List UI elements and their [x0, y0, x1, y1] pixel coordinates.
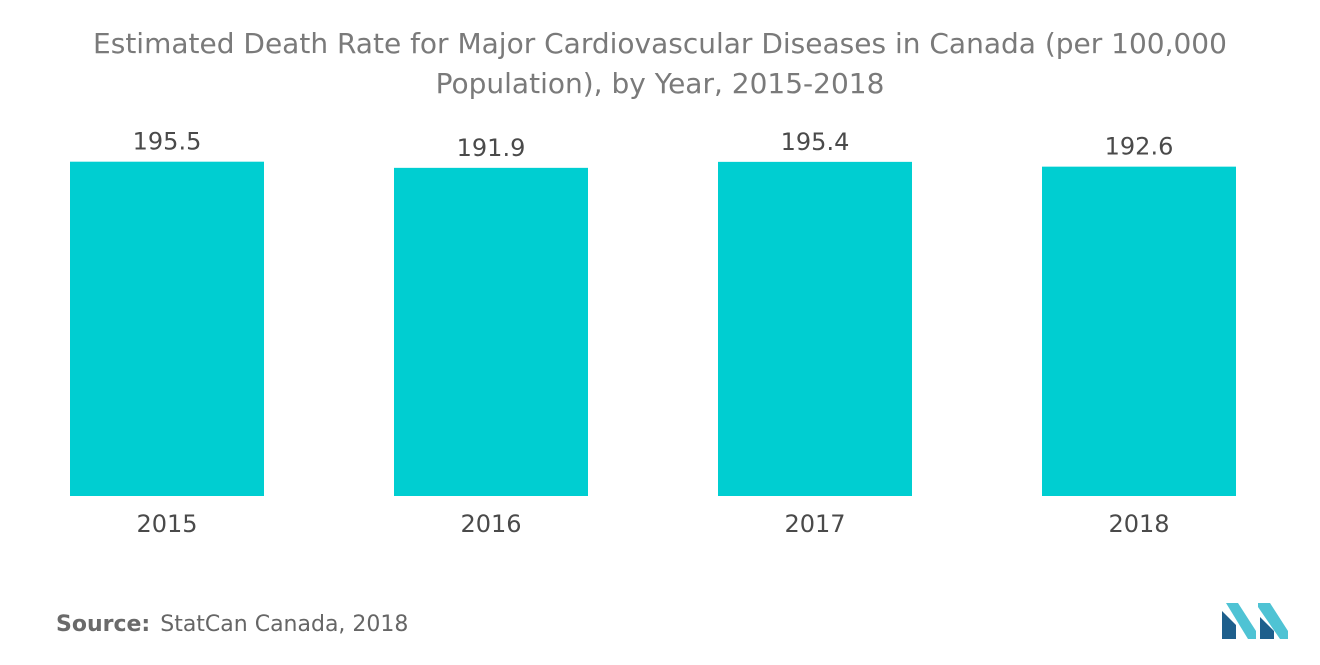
category-label-2017: 2017 [784, 510, 845, 538]
value-label-2017: 195.4 [781, 128, 850, 156]
logo-shape-right [1260, 617, 1274, 639]
value-labels-group: 195.5 191.9 195.4 192.6 [133, 128, 1174, 162]
value-label-2016: 191.9 [457, 134, 526, 162]
source-text: StatCan Canada, 2018 [160, 612, 409, 637]
value-label-2018: 192.6 [1105, 133, 1174, 161]
bar-2016 [394, 167, 588, 496]
logo-shape-left [1222, 611, 1236, 639]
logo-shape-mid-left [1226, 603, 1256, 639]
category-label-2018: 2018 [1108, 510, 1169, 538]
category-label-2016: 2016 [460, 510, 521, 538]
logo-shape-mid-right [1258, 603, 1288, 639]
category-label-2015: 2015 [136, 510, 197, 538]
bar-2017 [718, 161, 912, 496]
source-note: Source: StatCan Canada, 2018 [56, 612, 408, 637]
bars-group [70, 161, 1236, 497]
bar-2015 [70, 161, 264, 496]
bar-2018 [1042, 166, 1236, 497]
value-label-2015: 195.5 [133, 128, 202, 156]
mordor-intelligence-logo-icon [1222, 603, 1288, 639]
source-label: Source: [56, 612, 151, 637]
category-labels-group: 2015 2016 2017 2018 [136, 510, 1169, 538]
chart-title: Estimated Death Rate for Major Cardiovas… [93, 27, 1227, 100]
